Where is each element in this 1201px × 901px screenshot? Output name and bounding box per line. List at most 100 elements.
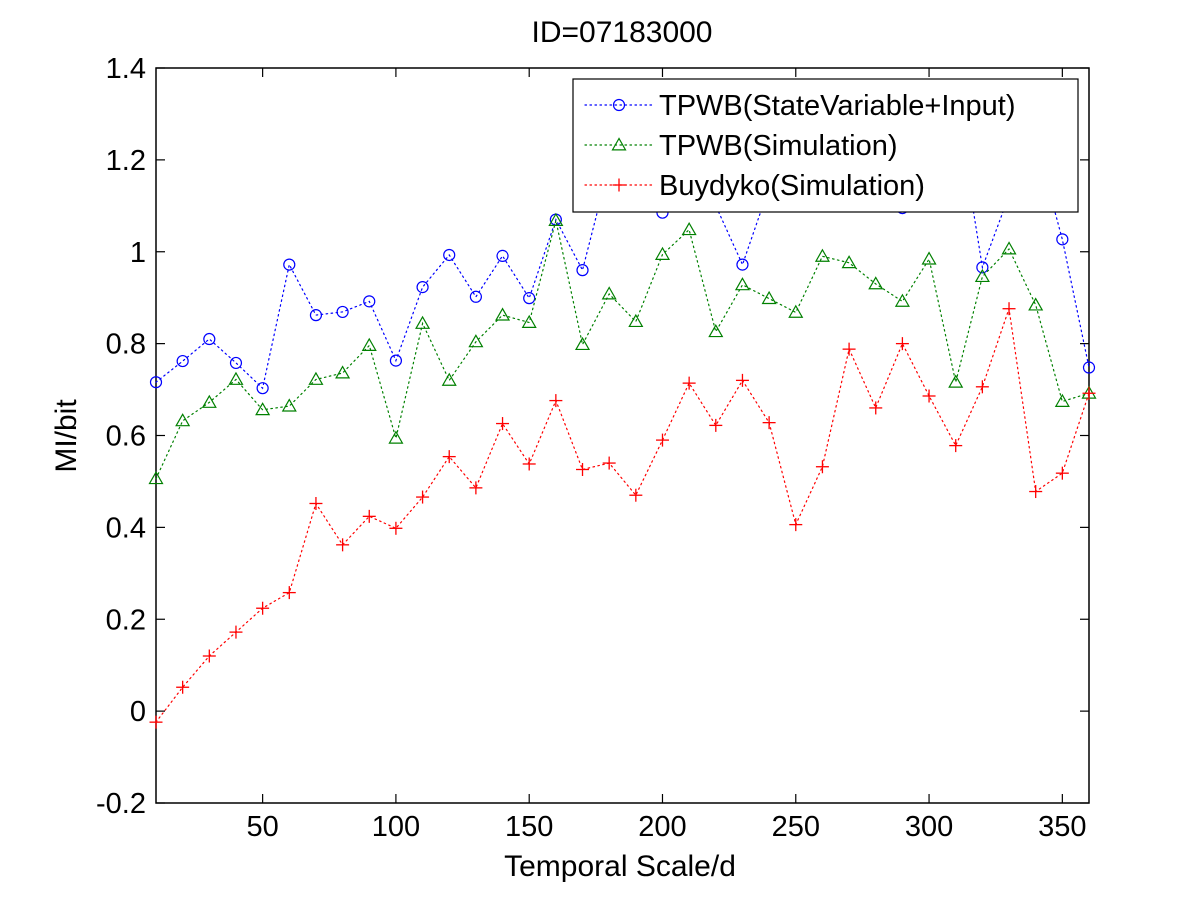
data-point: [974, 268, 990, 283]
legend: TPWB(StateVariable+Input) TPWB(Simulation…: [572, 78, 1079, 213]
data-point: [708, 323, 724, 338]
legend-marker: [612, 98, 626, 112]
data-point: [469, 290, 482, 303]
data-point: [389, 354, 403, 367]
data-point: [522, 457, 536, 471]
data-point: [842, 342, 856, 356]
data-point: [336, 305, 349, 319]
data-point: [841, 255, 857, 269]
x-tick-label: 250: [772, 811, 820, 843]
data-point: [1055, 466, 1069, 480]
data-point: [202, 649, 216, 663]
data-point: [762, 416, 776, 430]
x-tick-label: 50: [246, 811, 278, 843]
data-point: [1056, 233, 1069, 246]
data-point: [495, 307, 511, 321]
data-point: [523, 292, 536, 305]
data-point: [734, 277, 750, 291]
data-point: [416, 490, 430, 504]
data-point: [416, 281, 429, 294]
data-point: [654, 246, 671, 260]
y-tick-label: 0.8: [106, 329, 146, 361]
data-point: [443, 248, 456, 262]
data-point: [201, 394, 217, 408]
data-point: [1029, 485, 1043, 499]
data-point: [441, 372, 457, 386]
y-tick-label: 0.6: [106, 421, 146, 453]
data-point: [1082, 386, 1096, 400]
series-plus: [149, 302, 1096, 729]
data-point: [149, 715, 163, 729]
y-tick-label: 0.2: [106, 604, 146, 636]
data-point: [283, 258, 296, 271]
data-point: [255, 402, 271, 416]
data-point: [521, 314, 537, 328]
data-point: [788, 304, 804, 318]
x-tick-label: 150: [505, 811, 553, 843]
data-point: [815, 460, 829, 474]
data-point: [176, 680, 190, 694]
data-point: [895, 337, 909, 351]
data-point: [921, 251, 937, 265]
data-point: [868, 276, 884, 290]
data-point: [975, 380, 989, 394]
x-tick-label: 350: [1038, 811, 1086, 843]
legend-item: TPWB(Simulation): [584, 130, 898, 162]
data-point: [256, 601, 270, 615]
series-line: [155, 308, 1090, 723]
data-point: [388, 430, 404, 444]
data-point: [229, 625, 243, 639]
data-point: [761, 290, 777, 305]
data-point: [335, 365, 351, 379]
legend-marker: [612, 178, 626, 192]
data-point: [148, 470, 164, 485]
data-point: [574, 336, 591, 351]
data-point: [549, 394, 563, 408]
data-point: [309, 309, 323, 322]
x-axis-label: Temporal Scale/d: [504, 850, 736, 883]
data-point: [228, 371, 244, 385]
data-point: [282, 586, 296, 600]
data-point: [363, 295, 376, 308]
data-point: [415, 315, 431, 329]
data-point: [308, 371, 324, 385]
data-point: [1082, 361, 1096, 374]
data-point: [1002, 302, 1016, 316]
data-point: [682, 376, 696, 390]
data-point: [175, 413, 191, 427]
data-point: [894, 293, 910, 307]
data-point: [628, 313, 644, 328]
legend-marker: [611, 137, 627, 151]
data-point: [281, 398, 297, 412]
legend-label: Buydyko(Simulation): [659, 170, 925, 202]
data-point: [336, 538, 350, 552]
y-tick-label: 1.4: [106, 53, 146, 85]
y-axis-label: MI/bit: [50, 399, 83, 473]
data-point: [442, 450, 456, 464]
legend-box: [572, 78, 1079, 213]
legend-label: TPWB(Simulation): [659, 130, 898, 162]
data-point: [814, 248, 830, 262]
legend-label: TPWB(StateVariable+Input): [659, 90, 1015, 122]
data-point: [548, 212, 564, 226]
data-point: [576, 264, 589, 277]
data-point: [789, 518, 803, 532]
data-point: [629, 488, 643, 502]
data-point: [203, 332, 216, 346]
data-point: [469, 481, 483, 495]
legend-item: TPWB(StateVariable+Input): [584, 90, 1015, 122]
data-point: [496, 249, 509, 262]
data-point: [309, 496, 323, 510]
data-point: [709, 418, 723, 432]
data-point: [1028, 297, 1044, 311]
data-point: [1054, 393, 1070, 407]
data-point: [149, 376, 163, 389]
y-tick-label: 0: [130, 696, 146, 728]
data-point: [362, 509, 376, 523]
legend-item: Buydyko(Simulation): [584, 170, 925, 202]
y-tick-label: -0.2: [96, 788, 146, 820]
data-point: [496, 417, 510, 431]
data-point: [949, 439, 963, 453]
y-tick-label: 1.2: [106, 145, 146, 177]
data-point: [601, 286, 617, 300]
